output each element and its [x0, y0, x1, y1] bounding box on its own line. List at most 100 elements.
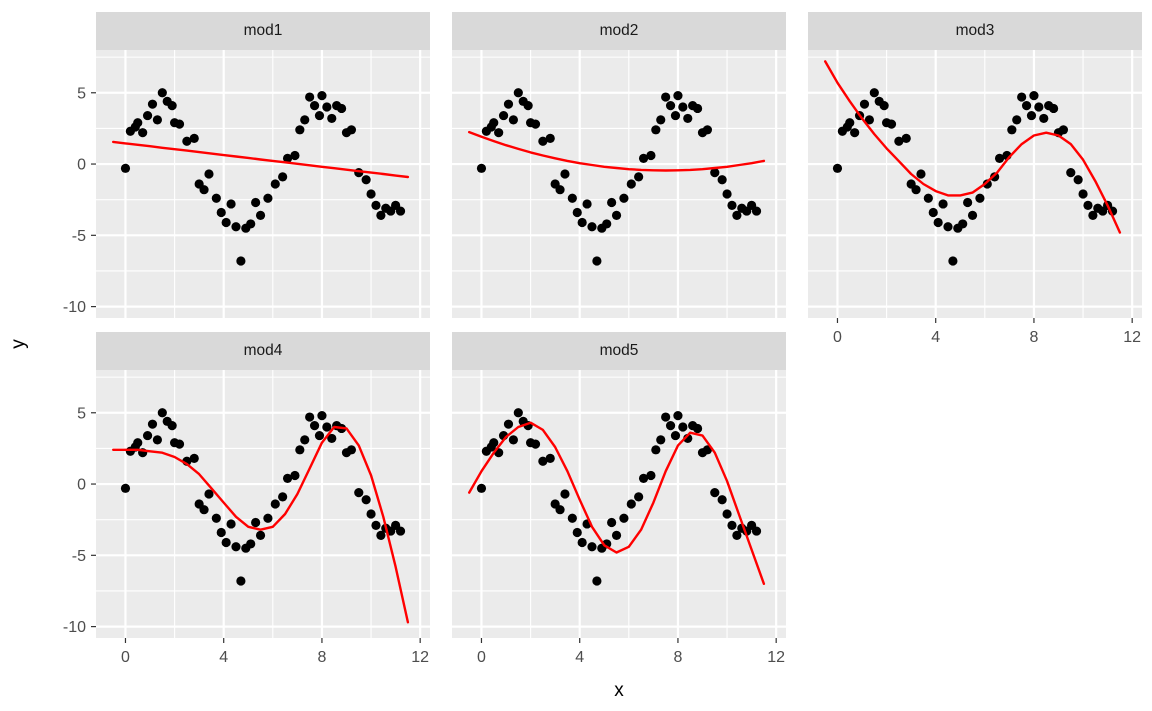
data-point [670, 430, 681, 441]
data-point [508, 115, 518, 125]
facet-panel-mod4 [96, 370, 430, 638]
data-point [152, 435, 162, 445]
data-point [236, 256, 246, 266]
data-point [366, 509, 376, 519]
data-point [683, 113, 693, 124]
fit-line [468, 421, 766, 586]
data-point [555, 185, 565, 195]
fit-line [468, 130, 766, 172]
data-point [231, 542, 241, 552]
data-point [476, 483, 487, 493]
data-point [1048, 103, 1059, 114]
panel-background [452, 370, 786, 638]
panel-background [452, 50, 786, 318]
data-point [290, 470, 300, 481]
x-tick-label: 8 [673, 649, 682, 666]
data-point [994, 153, 1005, 163]
data-point [346, 445, 357, 455]
panel-plot-mod3 [808, 50, 1142, 318]
data-point [894, 136, 904, 146]
data-point [523, 100, 533, 111]
data-point [133, 118, 143, 128]
data-point [376, 210, 386, 220]
x-axis-col3: 0 4 8 12 [808, 318, 1142, 370]
data-point [911, 185, 921, 195]
data-point [982, 179, 992, 189]
data-point [646, 470, 656, 481]
data-point [661, 92, 671, 102]
data-point [651, 445, 661, 455]
data-point [226, 519, 236, 529]
data-point [572, 527, 582, 538]
y-axis-row1: 5 0 -5 -10 [0, 50, 96, 318]
data-point [850, 128, 860, 138]
data-point [673, 411, 683, 421]
data-point [226, 199, 236, 209]
data-point [142, 110, 153, 121]
panel-plot-mod4 [96, 370, 430, 638]
x-tick-label: 12 [411, 649, 429, 666]
data-point [211, 193, 221, 203]
data-point [317, 91, 327, 101]
data-point [314, 110, 325, 121]
data-point [916, 169, 926, 179]
data-point [204, 169, 214, 179]
facet-strip-mod5: mod5 [452, 332, 786, 370]
data-point [246, 539, 256, 549]
facet-strip-mod4: mod4 [96, 332, 430, 370]
data-point [263, 513, 273, 523]
data-point [354, 487, 364, 498]
data-point [503, 419, 514, 429]
data-point [295, 125, 305, 135]
data-point [859, 99, 870, 109]
data-point [530, 439, 541, 449]
y-tick-label: 5 [77, 85, 86, 102]
data-point [722, 509, 732, 519]
data-point [530, 119, 541, 129]
data-point [221, 537, 231, 548]
data-point [626, 499, 636, 509]
data-point [732, 210, 742, 220]
data-point [508, 435, 518, 445]
data-point [236, 576, 246, 586]
data-point [395, 526, 406, 536]
data-point [157, 408, 167, 418]
data-point [634, 492, 644, 502]
data-point [538, 456, 548, 466]
data-point [607, 517, 617, 528]
x-tick-label: 0 [477, 649, 486, 666]
x-tick-label: 0 [833, 329, 842, 346]
data-point [371, 200, 381, 210]
data-point [656, 115, 666, 125]
data-point [943, 222, 953, 232]
data-point [199, 185, 209, 195]
data-point [1012, 115, 1022, 125]
data-point [967, 210, 978, 220]
data-point [1088, 210, 1098, 220]
data-point [513, 88, 523, 98]
data-point [751, 526, 762, 536]
data-point [282, 153, 293, 163]
data-point [727, 200, 737, 210]
panel-background [808, 50, 1142, 318]
facet-panel-mod3 [808, 50, 1142, 318]
data-point [717, 495, 727, 505]
x-tick-label: 0 [121, 649, 130, 666]
data-point [305, 412, 315, 422]
data-point [371, 520, 381, 530]
data-point [678, 422, 688, 432]
data-point [498, 110, 509, 121]
y-tick-label: -10 [63, 299, 86, 316]
data-point [152, 115, 162, 125]
x-axis: 0 4 8 12 [833, 318, 1141, 346]
data-point [602, 219, 612, 229]
data-point [361, 175, 371, 185]
data-point [216, 207, 226, 218]
data-point [216, 527, 226, 538]
data-point [1029, 91, 1039, 101]
data-point [167, 420, 177, 431]
y-axis: 5 0 -5 -10 [63, 405, 96, 636]
facet-strip-mod2: mod2 [452, 12, 786, 50]
data-point [120, 163, 131, 173]
